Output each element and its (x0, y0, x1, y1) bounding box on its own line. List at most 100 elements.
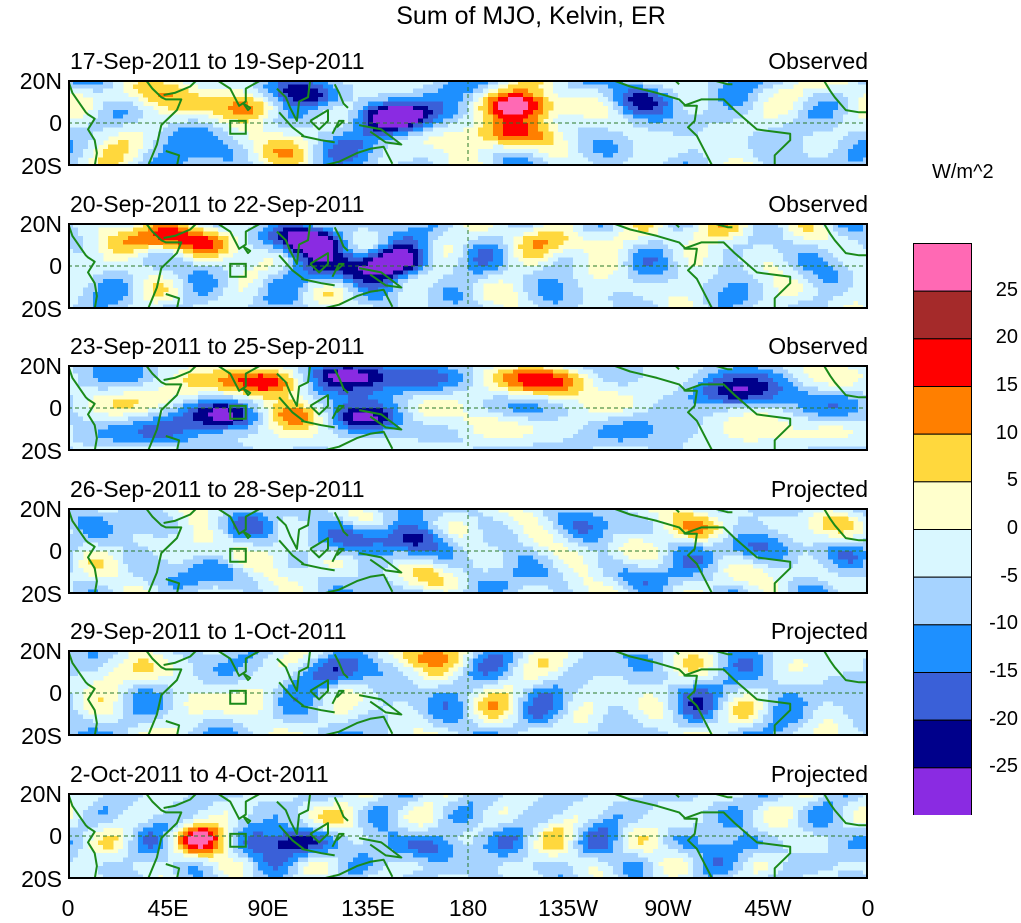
coastlines (68, 650, 868, 737)
coastline (165, 720, 181, 737)
coastline (822, 80, 868, 114)
coastlines (68, 80, 868, 166)
coastline (333, 83, 349, 109)
colorbar-units: W/m^2 (932, 161, 994, 183)
coastline (242, 102, 252, 112)
coastline (358, 124, 403, 146)
map-frame (68, 793, 868, 879)
coastline (822, 507, 868, 542)
coastline (309, 679, 329, 701)
coastline (696, 650, 733, 656)
reference-box (229, 262, 247, 278)
latitude-tick-label: 20S (21, 723, 62, 750)
map-panel: 26-Sep-2011 to 28-Sep-2011 Projected 20N 0 2… (0, 475, 880, 618)
coastline (68, 793, 98, 879)
coastline (650, 222, 680, 228)
latitude-tick-label: 20S (21, 580, 62, 607)
coastline (301, 277, 335, 286)
panel-kind-label: Observed (768, 48, 868, 74)
latitude-tick-label: 20S (21, 153, 62, 179)
coastline (683, 526, 792, 594)
latitude-tick-label: 0 (49, 395, 62, 422)
coastline (822, 793, 868, 827)
panel-kind-label: Observed (768, 333, 868, 360)
coastline (321, 573, 394, 594)
anomaly-field (68, 507, 868, 594)
coastline (321, 145, 394, 166)
coastline (309, 251, 329, 273)
coastline (683, 240, 792, 309)
colorbar-swatch (913, 481, 972, 530)
panel-date-range: 2-Oct-2011 to 4-Oct-2011 (70, 761, 329, 787)
colorbar-level-label: 10 (995, 421, 1018, 444)
colorbar-level-label: -5 (1000, 564, 1018, 587)
olr-anomaly-map (68, 793, 868, 879)
coastline (165, 150, 181, 166)
coastline (331, 547, 345, 563)
olr-anomaly-map (68, 365, 868, 452)
longitude-tick-label: 0 (861, 895, 875, 921)
coastline (358, 837, 403, 859)
coastline (145, 80, 183, 166)
coastline (68, 507, 98, 594)
coastline (333, 654, 349, 680)
coastlines (68, 365, 868, 452)
coastline (276, 507, 312, 550)
coastline (683, 668, 792, 737)
coastline (165, 292, 181, 309)
longitude-tick-label: 180 (448, 895, 488, 921)
longitude-tick-label: 90W (644, 895, 692, 921)
olr-anomaly-map (68, 80, 868, 166)
coastline (331, 690, 345, 705)
panel-kind-label: Observed (768, 190, 868, 217)
coastline (331, 119, 345, 135)
coastline (333, 511, 349, 537)
coastline (650, 365, 680, 371)
colorbar-swatch (913, 529, 972, 578)
panel-date-range: 23-Sep-2011 to 25-Sep-2011 (70, 333, 365, 360)
panel-kind-label: Projected (770, 618, 868, 645)
coastline (145, 507, 183, 594)
coastline (216, 793, 262, 820)
coastline (331, 405, 345, 420)
coastline (163, 80, 198, 96)
coastline (242, 815, 252, 825)
coastline (612, 80, 714, 166)
coastline (242, 530, 252, 539)
colorbar-level-label: -25 (989, 755, 1018, 778)
panel-date-range: 29-Sep-2011 to 1-Oct-2011 (70, 618, 347, 645)
coastline (276, 793, 312, 835)
coastline (822, 222, 868, 256)
coastline (321, 288, 394, 309)
coastline (822, 650, 868, 684)
colorbar-level-label: -10 (989, 612, 1018, 635)
colorbar-level-label: 15 (995, 374, 1018, 396)
coastline (278, 539, 305, 565)
anomaly-field (68, 80, 868, 166)
coastline (309, 822, 329, 844)
latitude-tick-label: 0 (49, 110, 62, 136)
colorbar-swatch (913, 672, 972, 721)
coastlines (68, 507, 868, 594)
longitude-tick-label: 0 (61, 895, 75, 921)
latitude-tick-label: 20N (19, 495, 62, 522)
coastline (301, 705, 335, 714)
coastline (696, 222, 733, 228)
colorbar-swatch (913, 433, 972, 483)
latitude-tick-label: 20N (19, 68, 62, 94)
coastline (358, 266, 403, 289)
coastline (216, 222, 262, 250)
olr-anomaly-map (68, 650, 868, 737)
colorbar-level-label: 20 (995, 326, 1018, 349)
coastline (309, 394, 329, 416)
coastline (216, 80, 262, 107)
latitude-tick-label: 20N (19, 638, 62, 665)
coastline (321, 858, 394, 879)
figure-title: Sum of MJO, Kelvin, ER (396, 2, 666, 30)
colorbar-swatch (913, 576, 972, 626)
map-frame (68, 650, 868, 737)
latitude-tick-label: 20S (21, 438, 62, 465)
coastline (216, 507, 262, 535)
colorbar-level-label: 25 (995, 278, 1018, 301)
coastline (276, 80, 312, 122)
